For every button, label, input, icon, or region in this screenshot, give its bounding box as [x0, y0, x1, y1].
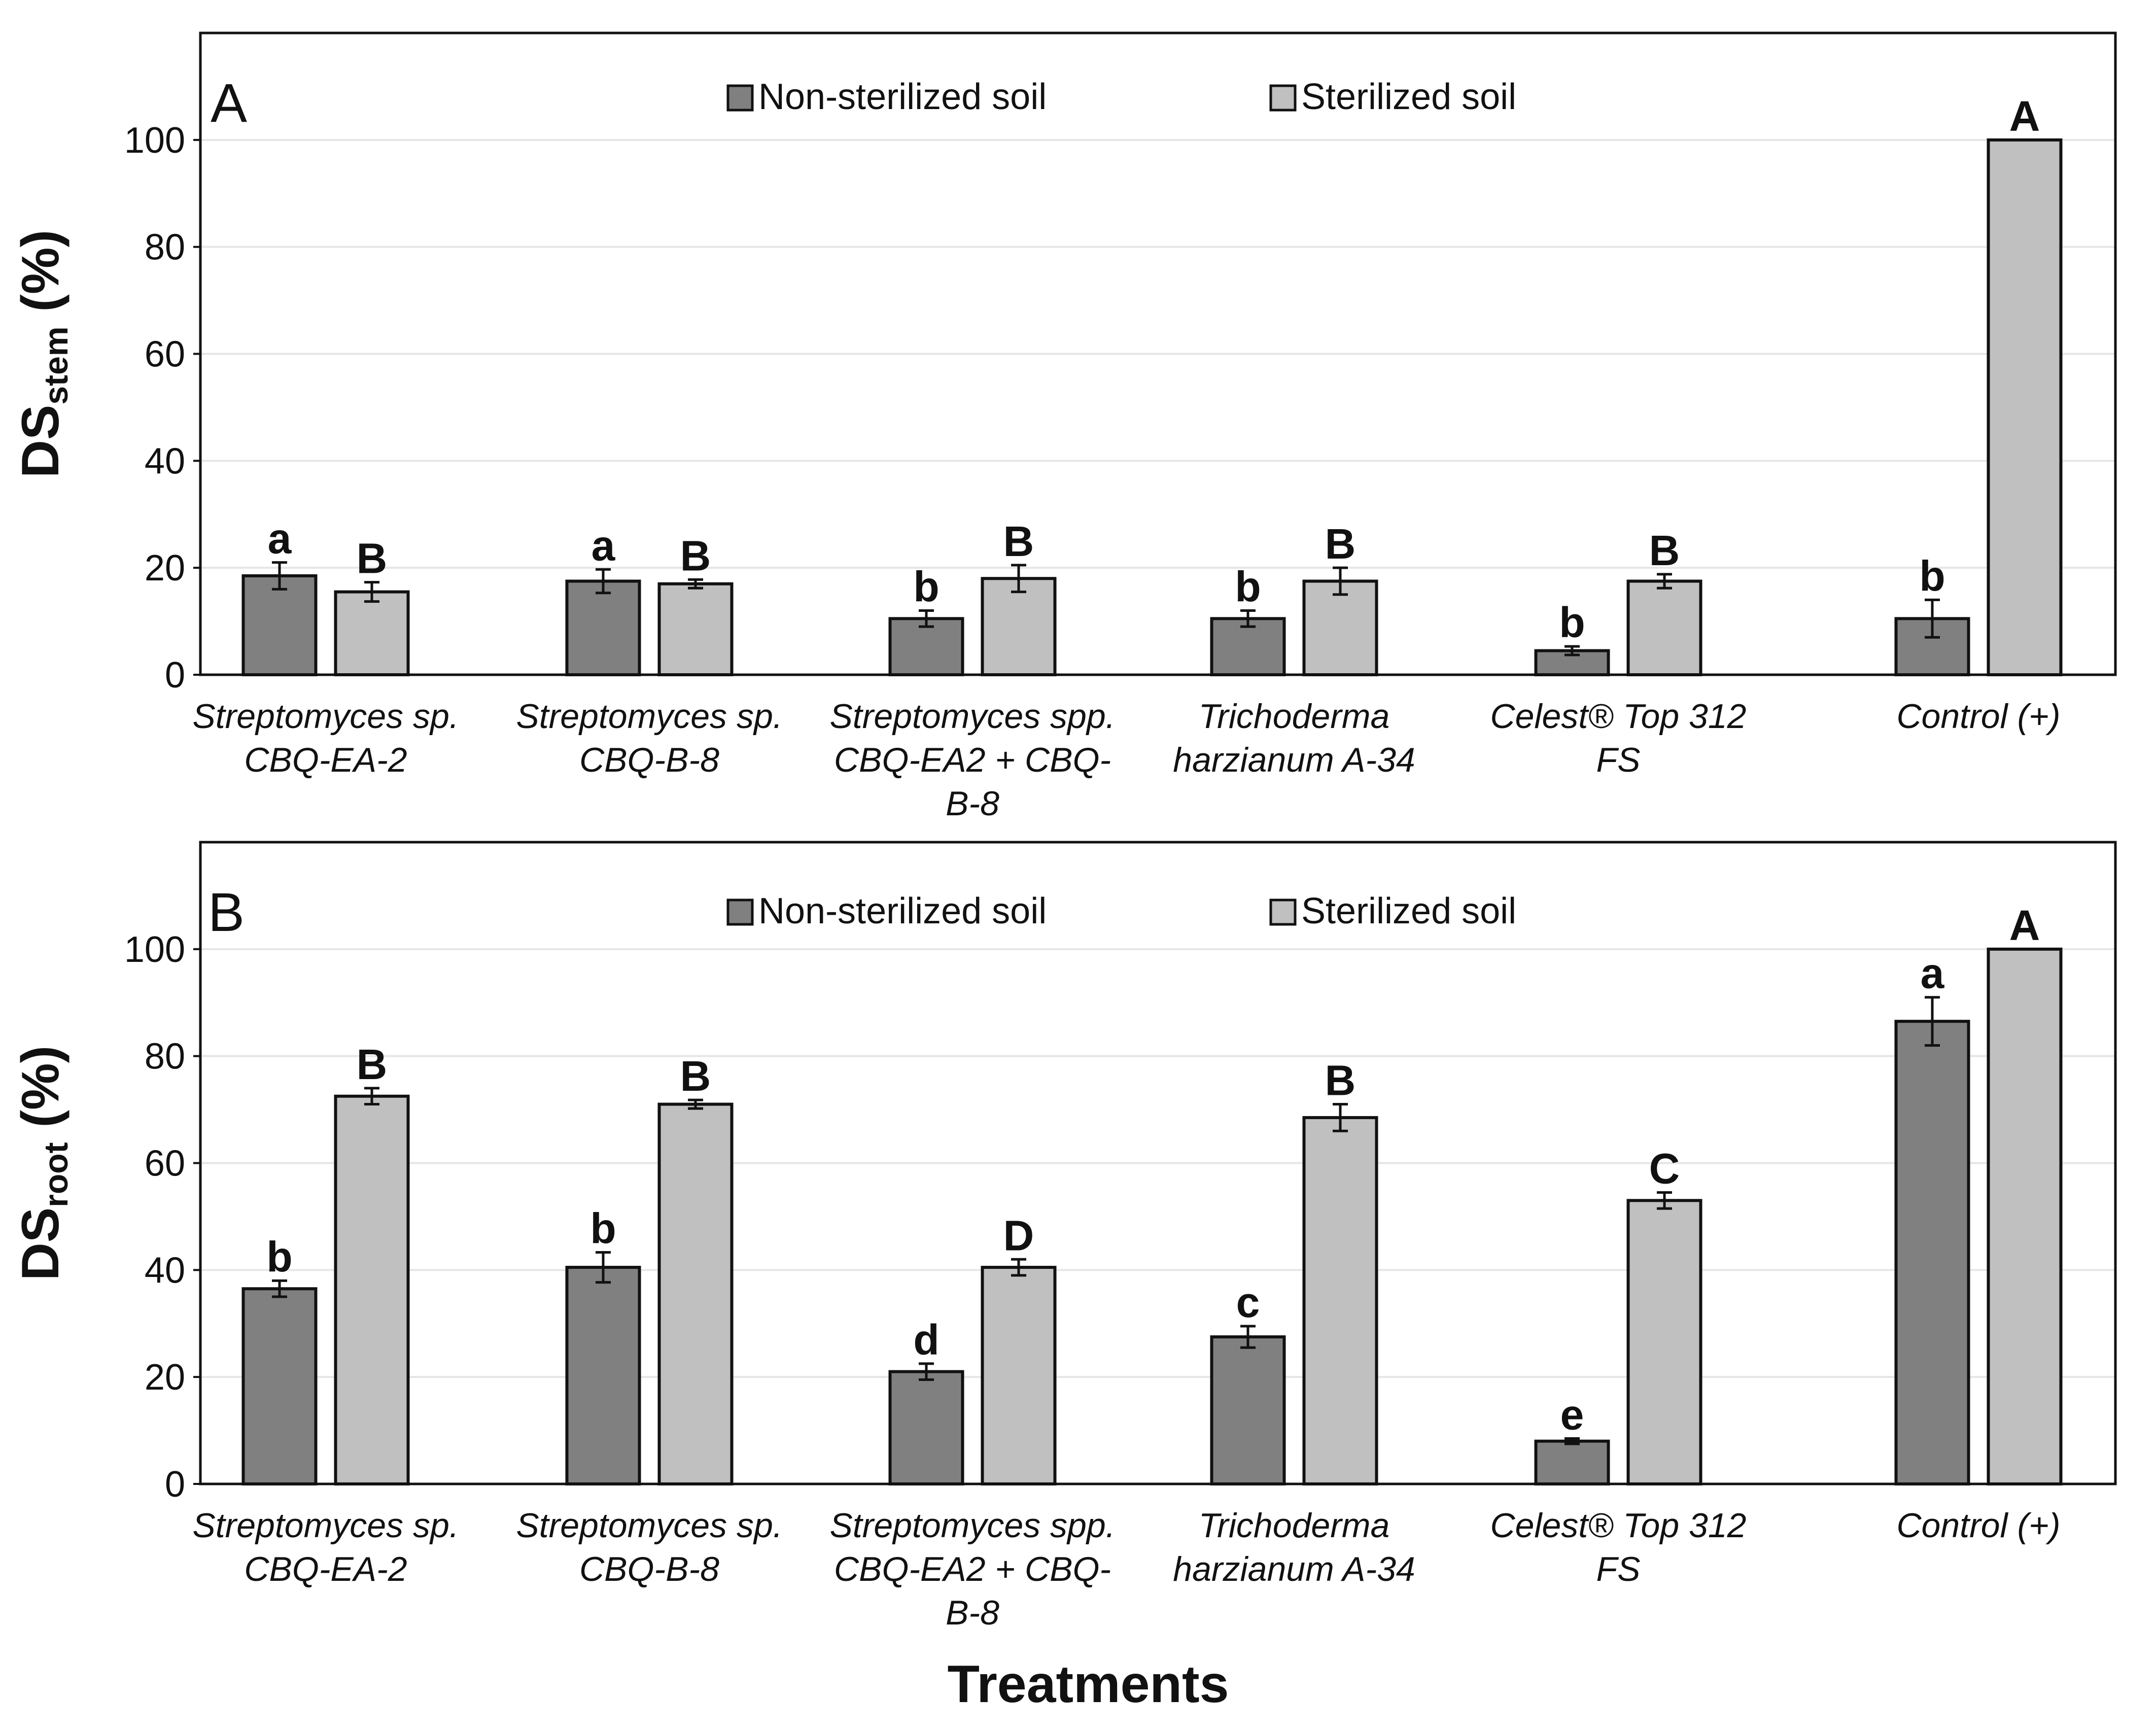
significance-letter: b: [1559, 599, 1585, 646]
significance-letter: B: [1649, 527, 1680, 574]
x-category-label: Celest® Top 312 FS: [1490, 697, 1746, 779]
x-category-label: Streptomyces spp. CBQ-EA2 + CBQ-B-8: [829, 697, 1115, 823]
bar: [241, 574, 318, 676]
y-tick-label: 0: [165, 1464, 185, 1505]
y-axis-label: DSroot (%): [11, 1046, 75, 1281]
significance-letter: B: [1325, 520, 1356, 568]
bar: [888, 617, 964, 676]
x-category-label: Streptomyces sp. CBQ-EA-2: [192, 697, 459, 779]
bar: [565, 1266, 641, 1485]
bar: [1894, 617, 1970, 676]
bar: [1302, 1116, 1378, 1485]
significance-letter: A: [2009, 902, 2040, 949]
significance-letter: d: [913, 1316, 939, 1364]
significance-letter: B: [1325, 1057, 1356, 1104]
x-category-label: Streptomyces sp. CBQ-EA-2: [192, 1506, 459, 1588]
bar: [981, 1266, 1057, 1485]
significance-letter: B: [1003, 517, 1034, 565]
legend-swatch: [726, 84, 754, 112]
significance-letter: b: [266, 1233, 292, 1281]
y-tick-label: 100: [124, 929, 185, 970]
x-category-label: Streptomyces spp. CBQ-EA2 + CBQ-B-8: [829, 1506, 1115, 1632]
bar: [1626, 1199, 1702, 1486]
legend-label: Sterilized soil: [1301, 77, 1516, 117]
significance-letter: C: [1649, 1145, 1680, 1192]
bar: [657, 1102, 734, 1486]
y-axis-label: DSstem (%): [11, 230, 75, 478]
significance-letter: b: [1235, 563, 1261, 611]
significance-letter: c: [1236, 1278, 1260, 1326]
x-category-label: Trichoderma harzianum A-34: [1173, 1506, 1415, 1588]
y-tick-label: 80: [145, 227, 185, 268]
legend-swatch: [1269, 898, 1297, 926]
bar: [1987, 138, 2063, 676]
y-tick-label: 80: [145, 1036, 185, 1077]
bar: [334, 1094, 410, 1486]
bar: [1987, 947, 2063, 1485]
panel-label: B: [208, 881, 245, 943]
legend-label: Non-sterilized soil: [758, 891, 1047, 931]
y-tick-label: 20: [145, 1357, 185, 1398]
x-category-label: Streptomyces sp. CBQ-B-8: [516, 697, 782, 779]
panel-label: A: [211, 72, 247, 133]
x-category-label: Control (+): [1896, 1506, 2060, 1545]
x-axis-label: Treatments: [948, 1655, 1229, 1714]
bar: [1894, 1020, 1970, 1486]
y-tick-label: 60: [145, 1144, 185, 1184]
y-tick-label: 60: [145, 334, 185, 375]
significance-letter: a: [592, 522, 616, 569]
legend-label: Non-sterilized soil: [758, 77, 1047, 117]
y-tick-label: 100: [124, 120, 185, 161]
significance-letter: B: [357, 1041, 388, 1088]
significance-letter: A: [2009, 92, 2040, 140]
x-category-label: Celest® Top 312 FS: [1490, 1506, 1746, 1588]
significance-letter: b: [1919, 552, 1945, 600]
bar: [1210, 1335, 1286, 1486]
bar: [1534, 1439, 1610, 1486]
x-category-label: Streptomyces sp. CBQ-B-8: [516, 1506, 782, 1588]
y-tick-label: 40: [145, 1250, 185, 1291]
significance-letter: e: [1560, 1391, 1584, 1438]
significance-letter: B: [357, 535, 388, 582]
significance-letter: B: [680, 532, 711, 579]
bar: [888, 1370, 964, 1485]
x-category-label: Trichoderma harzianum A-34: [1173, 697, 1415, 779]
legend-swatch: [726, 898, 754, 926]
bar: [334, 590, 410, 676]
significance-letter: b: [590, 1205, 616, 1253]
significance-letter: a: [1921, 950, 1945, 997]
bar: [657, 582, 734, 676]
bar: [1626, 579, 1702, 677]
panel-a: 0 20 40 60 80 100 DSstem (%) A Non-sterilized so…: [11, 31, 2117, 823]
significance-letter: B: [680, 1052, 711, 1100]
significance-letter: a: [268, 515, 292, 563]
y-tick-label: 20: [145, 548, 185, 589]
panel-b: 0 20 40 60 80 100 DSroot (%) B Non-sterilized so…: [11, 841, 2117, 1632]
significance-letter: D: [1003, 1212, 1034, 1259]
significance-letter: b: [913, 563, 939, 611]
bar: [565, 579, 641, 677]
bar: [1534, 649, 1610, 676]
x-category-label: Control (+): [1896, 697, 2060, 736]
y-tick-label: 0: [165, 655, 185, 696]
bar: [241, 1287, 318, 1486]
legend-swatch: [1269, 84, 1297, 112]
y-tick-label: 40: [145, 441, 185, 481]
legend-label: Sterilized soil: [1301, 891, 1516, 931]
